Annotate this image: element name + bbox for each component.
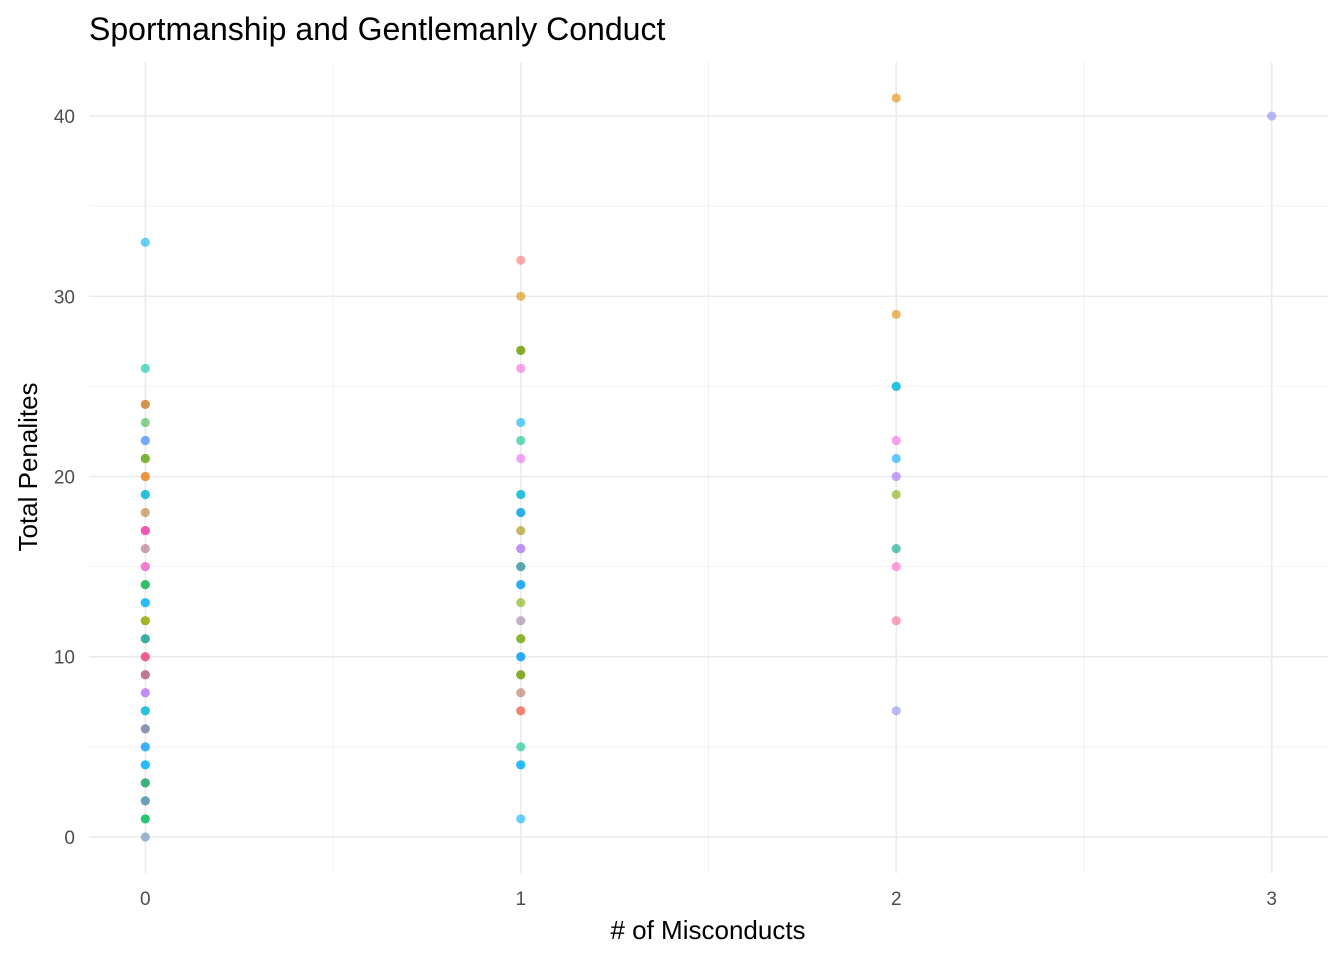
data-point — [140, 670, 150, 680]
data-point — [891, 706, 901, 716]
data-point — [140, 796, 150, 806]
data-point — [516, 670, 526, 680]
data-point — [516, 742, 526, 752]
data-point — [516, 814, 526, 824]
data-point — [1267, 111, 1277, 121]
data-point — [516, 616, 526, 626]
data-point — [891, 435, 901, 446]
data-point — [140, 399, 150, 410]
data-point — [140, 489, 150, 500]
y-tick-label-40: 40 — [54, 107, 75, 128]
data-point — [140, 237, 150, 247]
data-point — [516, 706, 526, 716]
data-point — [140, 688, 150, 698]
x-axis-tick-labels: 0 1 2 3 — [140, 889, 1277, 910]
data-point — [516, 255, 526, 265]
x-axis-title: # of Misconducts — [610, 915, 805, 945]
x-tick-label-0: 0 — [140, 889, 151, 910]
data-point — [516, 760, 526, 770]
y-tick-label-30: 30 — [54, 287, 75, 308]
data-point — [516, 345, 526, 355]
data-point — [140, 507, 150, 518]
data-point — [140, 760, 150, 770]
data-point — [516, 363, 526, 373]
data-point — [516, 580, 526, 590]
data-point — [140, 832, 150, 842]
data-point — [140, 562, 150, 572]
data-point — [516, 598, 526, 608]
data-point — [140, 435, 150, 446]
data-point — [891, 616, 901, 626]
data-point — [140, 724, 150, 734]
data-point — [140, 544, 150, 554]
x-tick-label-3: 3 — [1266, 889, 1277, 910]
x-tick-label-2: 2 — [891, 889, 902, 910]
y-tick-label-0: 0 — [64, 828, 75, 849]
data-point — [516, 507, 526, 518]
data-point — [516, 489, 526, 500]
data-point — [891, 381, 901, 391]
data-point — [140, 598, 150, 608]
data-point — [891, 93, 901, 103]
data-point — [891, 562, 901, 572]
data-point — [140, 814, 150, 824]
x-tick-label-1: 1 — [515, 889, 526, 910]
y-axis-title: Total Penalites — [13, 382, 43, 551]
data-point — [140, 580, 150, 590]
data-point — [140, 742, 150, 752]
y-tick-label-20: 20 — [54, 468, 75, 489]
data-point — [140, 634, 150, 644]
data-point — [140, 652, 150, 662]
data-point — [516, 417, 526, 428]
data-points — [140, 93, 1277, 842]
data-point — [140, 706, 150, 716]
data-point — [140, 363, 150, 373]
data-point — [516, 525, 526, 536]
grid-lines — [89, 62, 1328, 873]
data-point — [891, 453, 901, 464]
data-point — [516, 291, 526, 301]
data-point — [516, 435, 526, 446]
data-point — [516, 634, 526, 644]
data-point — [516, 562, 526, 572]
data-point — [891, 544, 901, 554]
data-point — [140, 616, 150, 626]
data-point — [891, 471, 901, 482]
y-axis-tick-labels: 0 10 20 30 40 — [54, 107, 75, 849]
data-point — [140, 417, 150, 428]
chart-title: Sportmanship and Gentlemanly Conduct — [89, 11, 665, 47]
data-point — [140, 471, 150, 482]
data-point — [891, 489, 901, 500]
data-point — [516, 652, 526, 662]
y-tick-label-10: 10 — [54, 648, 75, 669]
data-point — [140, 525, 150, 536]
data-point — [140, 778, 150, 788]
data-point — [891, 309, 901, 319]
data-point — [516, 544, 526, 554]
data-point — [140, 453, 150, 464]
data-point — [516, 688, 526, 698]
data-point — [516, 453, 526, 464]
